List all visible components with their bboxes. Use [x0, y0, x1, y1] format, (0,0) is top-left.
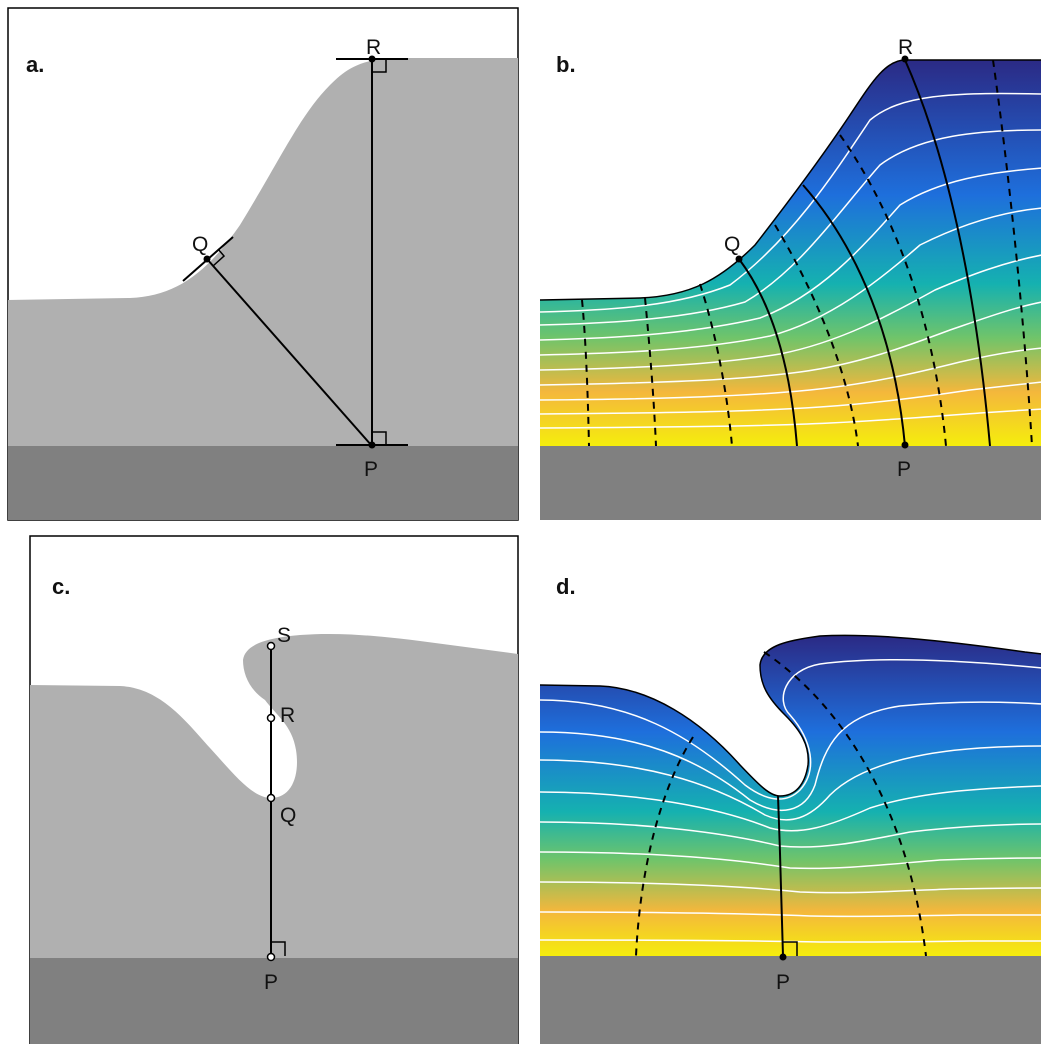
panel-c-label-r: R — [280, 704, 295, 727]
panel-a-label-r: R — [366, 36, 381, 59]
panel-b-dashed-flowlines — [581, 59, 1033, 447]
panel-b-bedrock — [540, 446, 1041, 520]
panel-a-bedrock — [8, 446, 518, 520]
panel-c-bedrock — [30, 958, 518, 1044]
panel-b: b. R P Q — [539, 8, 1041, 520]
panel-a: a. R P Q — [7, 7, 519, 521]
panel-a-label-p: P — [364, 458, 378, 481]
panel-c-label-q: Q — [280, 804, 296, 827]
panel-b-point-r — [901, 55, 909, 63]
panel-a-ice — [8, 58, 518, 446]
panel-a-right-angle-r — [372, 59, 387, 73]
panel-b-isochrones — [539, 92, 1041, 429]
panel-b-label-q: Q — [724, 233, 740, 256]
panel-a-right-angle-q — [212, 248, 226, 267]
panel-b-letter: b. — [556, 52, 576, 77]
panel-b-solid-flowlines — [738, 59, 991, 447]
panel-d-right-angle-p — [783, 941, 798, 956]
panel-a-point-p — [368, 441, 376, 449]
panel-c-point-r — [266, 713, 276, 723]
panel-b-surface — [539, 59, 1041, 301]
panel-a-right-angle-p — [372, 431, 387, 445]
panel-d-ice — [540, 635, 1041, 956]
panel-d: d. P — [539, 536, 1041, 1044]
panel-c-point-q — [266, 793, 276, 803]
panel-b-point-q — [735, 255, 743, 263]
panel-d-isochrones — [539, 658, 1041, 943]
panel-d-dashed-flowlines — [635, 651, 927, 957]
panel-a-point-r — [368, 55, 376, 63]
panel-b-point-p — [901, 441, 909, 449]
panel-c-label-p: P — [264, 971, 278, 994]
panel-b-label-p: P — [897, 458, 911, 481]
panel-b-label-r: R — [898, 36, 913, 59]
panel-d-solid-flowline — [777, 795, 784, 957]
panel-a-label-q: Q — [192, 233, 208, 256]
panel-c-ice — [30, 633, 518, 958]
panel-d-surface — [539, 634, 1041, 797]
panel-d-bedrock — [540, 956, 1041, 1044]
panel-c-point-s — [266, 641, 276, 651]
panel-d-letter: d. — [556, 574, 576, 599]
panel-d-label-p: P — [776, 971, 790, 994]
panel-c: c. S R Q P — [29, 535, 519, 1044]
panel-a-point-q — [203, 255, 211, 263]
panel-a-line-pq — [206, 258, 373, 447]
panel-c-letter: c. — [52, 574, 70, 599]
panel-c-point-p — [266, 952, 276, 962]
panel-a-letter: a. — [26, 52, 44, 77]
panel-d-point-p — [779, 953, 787, 961]
panel-c-label-s: S — [277, 624, 291, 647]
panel-c-right-angle-p — [271, 941, 286, 956]
